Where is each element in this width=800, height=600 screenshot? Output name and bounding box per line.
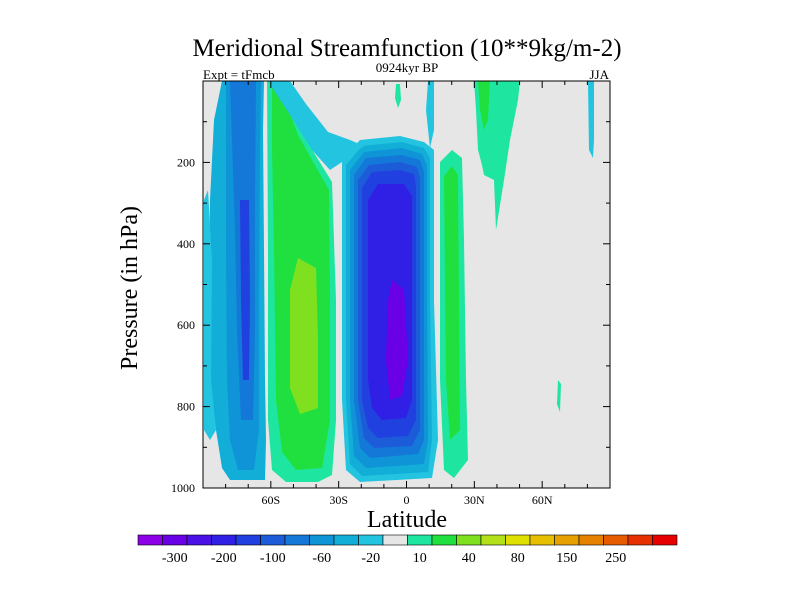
colorbar-swatch [284, 534, 310, 546]
colorbar-label: -200 [211, 551, 237, 566]
colorbar-swatch [456, 534, 482, 546]
colorbar-label: -300 [162, 551, 188, 566]
colorbar-swatch [137, 534, 163, 546]
colorbar-label: -20 [361, 551, 380, 566]
colorbar-label: -100 [260, 551, 286, 566]
tropical-cell-level-8 [386, 280, 408, 400]
colorbar-swatch [578, 534, 604, 546]
colorbar-swatch [505, 534, 531, 546]
colorbar-label: 250 [605, 551, 626, 566]
axis-ticks: 60S 30S 0 30N 60N 200 400 600 800 1000 [171, 81, 610, 507]
colorbar-swatch [235, 534, 261, 546]
colorbar-swatch [162, 534, 188, 546]
subtitle-left: Expt = tFmcb [203, 67, 275, 82]
colorbar-swatch [333, 534, 359, 546]
colorbar-swatch [627, 534, 653, 546]
colorbar-swatch [603, 534, 629, 546]
nh-subtropical-cell-level-2 [444, 166, 460, 440]
colorbar-swatch [382, 534, 408, 546]
colorbar-swatch [211, 534, 237, 546]
colorbar-label: 10 [413, 551, 427, 566]
upper-streak-tropical [426, 81, 434, 148]
colorbar-label: 80 [511, 551, 525, 566]
colorbar-label: -60 [312, 551, 331, 566]
plot-area: 60S 30S 0 30N 60N 200 400 600 800 1000 [171, 80, 611, 507]
colorbar-swatch [554, 534, 580, 546]
x-tick-label: 60S [261, 493, 280, 507]
upper-streak-center [395, 84, 401, 108]
nh-lower-streak [557, 380, 561, 412]
x-tick-label: 60N [532, 493, 553, 507]
colorbar-swatch [480, 534, 506, 546]
chart-title: Meridional Streamfunction (10**9kg/m-2) [192, 35, 621, 62]
contour-fill [204, 81, 594, 482]
x-axis-label: Latitude [367, 507, 447, 533]
colorbar-swatch [260, 534, 286, 546]
colorbar-swatch [431, 534, 457, 546]
sh-polar-cell-edge [204, 190, 216, 440]
colorbar-swatch [529, 534, 555, 546]
colorbar-swatch [186, 534, 212, 546]
sh-polar-cell-level-4 [240, 200, 250, 380]
sh-midlat-cell-level-3 [290, 258, 318, 414]
colorbar-swatch [652, 534, 678, 546]
y-tick-label: 1000 [171, 481, 195, 495]
colorbar-swatch [407, 534, 433, 546]
x-tick-label: 30N [464, 493, 485, 507]
colorbar: -300 -200 -100 -60 -20 10 40 80 150 250 [137, 534, 678, 566]
colorbar-swatch [358, 534, 384, 546]
subtitle-center: 0924kyr BP [376, 60, 438, 75]
y-tick-label: 400 [177, 237, 195, 251]
colorbar-label: 40 [462, 551, 476, 566]
y-tick-label: 600 [177, 318, 195, 332]
colorbar-swatch [309, 534, 335, 546]
colorbar-label: 150 [556, 551, 577, 566]
y-axis-label: Pressure (in hPa) [117, 206, 143, 370]
x-tick-label: 30S [329, 493, 348, 507]
y-tick-label: 200 [177, 155, 195, 169]
nh-upper-jet-inner [478, 81, 490, 130]
nh-polar-streak [588, 81, 594, 158]
sh-upper-tongue [268, 81, 364, 170]
y-tick-label: 800 [177, 400, 195, 414]
x-tick-label: 0 [404, 493, 410, 507]
subtitle-right: JJA [589, 67, 609, 82]
